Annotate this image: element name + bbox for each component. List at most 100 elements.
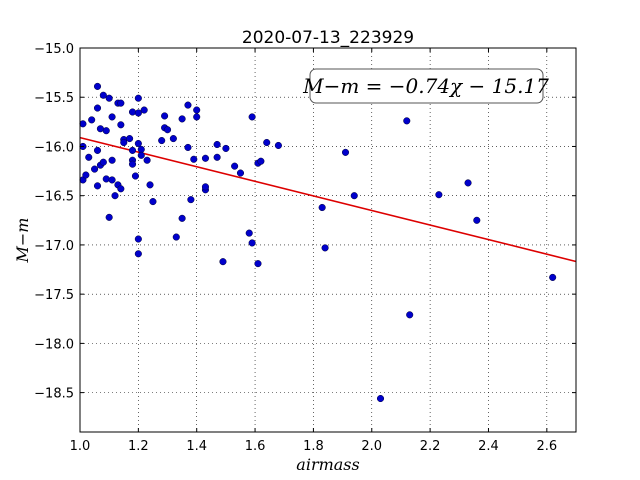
data-point — [85, 153, 93, 161]
data-point — [111, 192, 119, 200]
annotation-frame — [309, 68, 544, 104]
data-point — [341, 148, 350, 156]
data-point — [193, 113, 201, 121]
data-point — [403, 117, 411, 125]
data-point — [549, 273, 557, 281]
data-point — [158, 137, 166, 145]
data-point — [108, 176, 116, 184]
data-point — [91, 165, 99, 173]
data-point — [321, 244, 329, 252]
data-point — [190, 155, 198, 163]
data-point — [435, 191, 443, 199]
data-point — [149, 198, 157, 206]
data-points — [79, 82, 557, 403]
data-point — [184, 143, 192, 151]
data-point — [117, 185, 125, 193]
x-tick-label: 1.2 — [128, 439, 149, 454]
data-point — [178, 214, 186, 222]
data-point — [193, 106, 201, 114]
data-point — [93, 182, 102, 190]
data-point — [464, 179, 472, 187]
data-point — [140, 106, 148, 114]
data-point — [105, 94, 113, 102]
data-point — [99, 158, 107, 166]
data-point — [231, 162, 239, 170]
data-point — [108, 113, 116, 121]
data-point — [406, 311, 414, 319]
y-tick-labels: −15.0 −15.5 −16.0 −16.5 −17.0 −17.5 −18.0 −18.5 — [34, 42, 74, 402]
data-point — [93, 146, 102, 154]
data-point — [79, 120, 87, 128]
y-tick-label: −15.0 — [34, 42, 74, 57]
data-point — [222, 144, 230, 152]
data-point — [350, 192, 358, 200]
data-point — [143, 156, 151, 164]
data-point — [274, 141, 282, 150]
data-point — [134, 109, 142, 117]
data-point — [120, 138, 128, 147]
y-tick-label: −16.0 — [34, 140, 74, 155]
data-point — [248, 239, 256, 247]
x-tick-label: 1.6 — [245, 439, 266, 454]
data-point — [236, 169, 245, 177]
data-point — [187, 196, 195, 204]
y-axis-label: M−m — [13, 218, 32, 264]
data-point — [257, 157, 265, 165]
data-point — [184, 101, 192, 109]
data-point — [93, 82, 102, 90]
data-point — [128, 160, 137, 168]
data-point — [201, 183, 210, 191]
data-point — [163, 126, 172, 134]
data-point — [99, 91, 107, 99]
x-tick-label: 2.2 — [420, 439, 441, 454]
data-point — [146, 181, 154, 189]
annotation-box: M−m = −0.74χ − 15.17 — [302, 68, 549, 104]
data-point — [88, 116, 96, 124]
x-tick-label: 1.4 — [186, 439, 207, 454]
data-point — [105, 213, 113, 221]
plot-frame — [79, 47, 577, 433]
data-point — [131, 172, 139, 180]
x-tick-label: 2.4 — [478, 439, 499, 454]
data-point — [376, 394, 385, 403]
data-point — [134, 250, 142, 258]
x-tick-label: 2.0 — [361, 439, 382, 454]
data-point — [248, 113, 256, 121]
data-point — [178, 115, 186, 123]
y-tick-label: −18.0 — [34, 337, 74, 352]
data-point — [134, 139, 142, 148]
data-point — [219, 258, 227, 266]
fit-line — [79, 136, 577, 263]
y-tick-label: −15.5 — [34, 91, 74, 106]
x-tick-labels: 1.0 1.2 1.4 1.6 1.8 2.0 2.2 2.4 2.6 — [70, 439, 558, 454]
data-point — [172, 233, 180, 241]
data-point — [254, 260, 262, 268]
x-tick-label: 2.6 — [536, 439, 557, 454]
data-point — [93, 104, 102, 112]
data-point — [201, 154, 210, 162]
data-point — [82, 171, 90, 179]
data-point — [263, 138, 271, 147]
data-point — [117, 99, 125, 107]
data-point — [102, 127, 110, 135]
data-point — [137, 151, 145, 159]
data-point — [117, 121, 125, 129]
data-point — [128, 146, 137, 154]
x-axis-label: airmass — [296, 455, 359, 474]
fit-line-group — [79, 136, 577, 263]
y-tick-label: −17.5 — [34, 288, 74, 303]
y-tick-label: −18.5 — [34, 387, 74, 402]
data-point — [126, 135, 134, 143]
plot-area — [80, 48, 576, 432]
axis-ticks — [79, 47, 576, 432]
x-tick-label: 1.0 — [70, 439, 91, 454]
data-point — [169, 135, 177, 143]
data-point — [128, 108, 137, 116]
data-point — [213, 153, 221, 161]
data-point — [102, 175, 110, 183]
data-point — [473, 216, 481, 224]
chart-title: 2020-07-13_223929 — [242, 28, 414, 48]
data-point — [318, 203, 326, 212]
x-tick-label: 1.8 — [303, 439, 324, 454]
